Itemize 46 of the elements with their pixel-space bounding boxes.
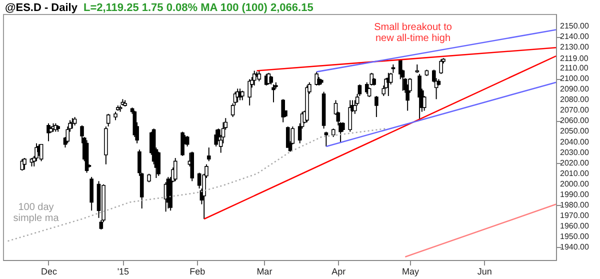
candlestick bbox=[240, 90, 244, 101]
y-tick-label: 1950.00 bbox=[560, 232, 590, 241]
y-tick-label: 2150.00 bbox=[560, 22, 590, 31]
candlestick bbox=[248, 78, 252, 106]
chart-title: @ES.D - Daily bbox=[5, 2, 78, 14]
y-tick-label: 1970.00 bbox=[560, 210, 590, 220]
candlestick bbox=[156, 151, 161, 176]
y-tick-label: 2070.00 bbox=[560, 106, 590, 115]
y-tick-label: 2030.00 bbox=[560, 148, 590, 157]
y-tick-label: 2110.00 bbox=[560, 64, 589, 73]
x-tick-label: Feb bbox=[190, 266, 206, 276]
y-tick-label: 1960.00 bbox=[560, 221, 590, 230]
x-tick-label: '15 bbox=[117, 266, 130, 276]
y-tick-label: 2010.00 bbox=[560, 168, 590, 178]
y-tick-label: 2000.00 bbox=[560, 179, 590, 188]
line-series bbox=[7, 128, 387, 242]
y-tick-label: 1980.00 bbox=[560, 200, 590, 210]
y-tick-label: 2119.00 bbox=[560, 54, 589, 64]
x-tick-label: Jun bbox=[477, 266, 492, 276]
chart-subtitle: L=2,119.25 1.75 0.08% MA 100 (100) 2,066.15 bbox=[83, 2, 314, 14]
x-tick-label: Mar bbox=[256, 266, 272, 276]
x-tick-label: Apr bbox=[332, 266, 346, 276]
annotation: Small breakout to new all-time high bbox=[374, 22, 452, 44]
y-tick-label: 2020.00 bbox=[560, 158, 590, 168]
y-tick-label: 2060.00 bbox=[560, 116, 590, 126]
candlestick bbox=[418, 73, 422, 121]
candlestick bbox=[348, 100, 352, 132]
y-tick-label: 2080.00 bbox=[560, 95, 590, 104]
y-tick-label: 1940.00 bbox=[560, 242, 590, 252]
y-tick-label: 2100.00 bbox=[560, 74, 590, 84]
y-tick-label: 2140.00 bbox=[560, 32, 590, 42]
x-tick-label: May bbox=[402, 266, 420, 276]
y-tick-label: 1990.00 bbox=[560, 190, 590, 199]
candlestick bbox=[22, 158, 26, 170]
candlestick bbox=[272, 84, 276, 103]
y-tick-label: 2130.00 bbox=[560, 42, 590, 52]
y-tick-label: 2040.00 bbox=[560, 137, 590, 146]
candlestick bbox=[106, 113, 110, 127]
candlestick bbox=[90, 176, 94, 212]
candlestick bbox=[374, 96, 378, 118]
candlestick bbox=[206, 147, 211, 162]
annotation: 100 day simple ma bbox=[13, 202, 60, 224]
candlestick bbox=[324, 131, 328, 147]
y-tick-label: 2090.00 bbox=[560, 84, 590, 94]
y-tick-label: 2050.00 bbox=[560, 126, 590, 136]
x-tick-label: Dec bbox=[40, 266, 58, 276]
